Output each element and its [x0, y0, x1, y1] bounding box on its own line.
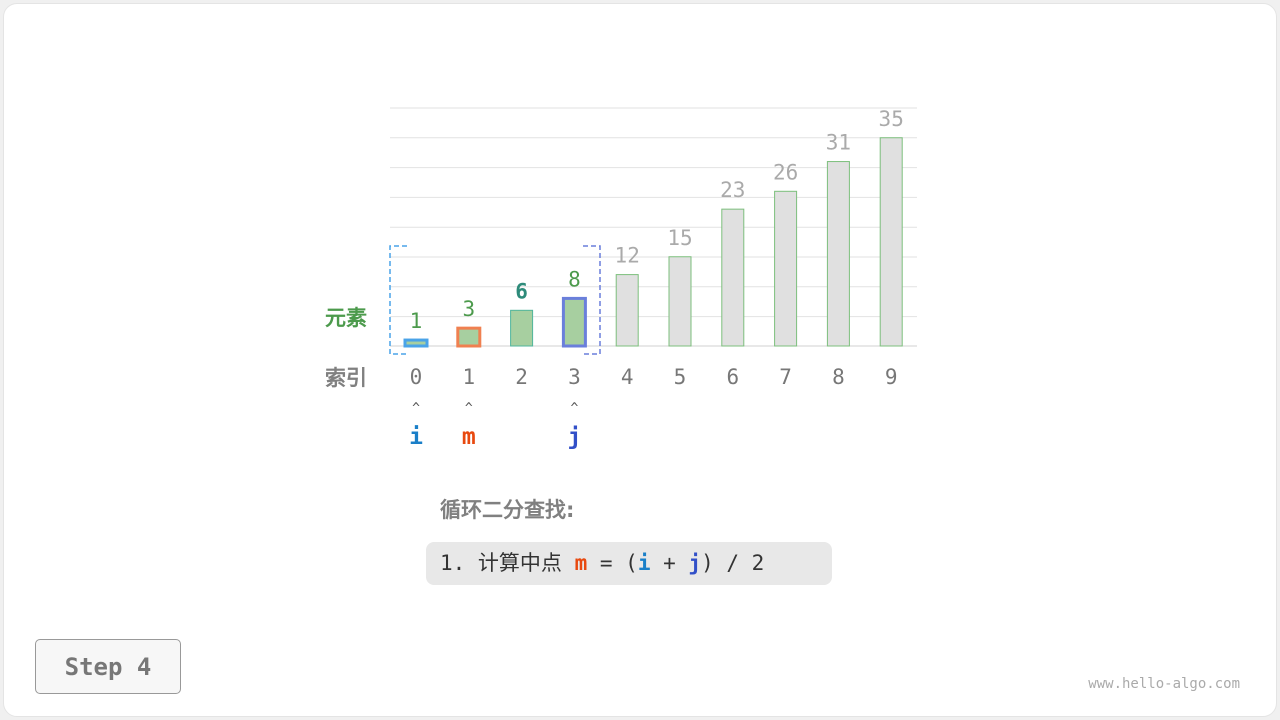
index-tick: 4 [621, 365, 634, 389]
pointer-arrow-icon: ^ [465, 401, 473, 416]
bar [615, 274, 639, 347]
pointer-m: m [462, 424, 476, 450]
value-label: 1 [410, 309, 423, 333]
index-tick: 9 [885, 365, 898, 389]
code-text: = ( [587, 551, 638, 575]
index-tick: 2 [515, 365, 528, 389]
code-i: i [637, 551, 651, 575]
value-label: 15 [667, 226, 692, 250]
index-tick: 6 [726, 365, 739, 389]
code-text: ) / 2 [701, 551, 765, 575]
bar [879, 137, 903, 347]
value-label: 23 [720, 178, 745, 202]
step-description: 1. 计算中点 m = (i + j) / 2 [426, 542, 832, 585]
value-label: 26 [773, 160, 798, 184]
index-tick: 3 [568, 365, 581, 389]
value-label: 8 [568, 267, 581, 291]
index-tick: 7 [779, 365, 792, 389]
elements-label: 元素 [325, 306, 367, 330]
step-button[interactable]: Step 4 [35, 639, 181, 694]
value-label: 12 [615, 244, 640, 268]
bar [561, 296, 587, 348]
index-label: 索引 [325, 366, 367, 390]
code-m: m [574, 551, 588, 575]
value-label: 31 [826, 131, 851, 155]
bar [721, 208, 745, 347]
pointer-arrow-icon: ^ [412, 401, 420, 416]
code-j: j [688, 551, 702, 575]
range-bracket-right [583, 245, 601, 355]
pointer-j: j [567, 424, 581, 450]
bar [510, 309, 534, 347]
index-tick: 0 [410, 365, 423, 389]
bar [668, 256, 692, 347]
bar [774, 190, 798, 347]
pointer-i: i [409, 424, 423, 450]
bar [403, 338, 429, 348]
index-tick: 1 [462, 365, 475, 389]
index-tick: 5 [674, 365, 687, 389]
bar [456, 326, 482, 348]
algorithm-title: 循环二分查找: [440, 498, 575, 522]
value-label: 6 [515, 279, 528, 303]
code-text: + [650, 551, 689, 575]
value-label: 35 [879, 107, 904, 131]
value-label: 3 [462, 297, 475, 321]
code-text: 1. 计算中点 [440, 551, 575, 575]
pointer-arrow-icon: ^ [570, 401, 578, 416]
bar [826, 161, 850, 347]
watermark: www.hello-algo.com [1088, 676, 1240, 692]
canvas [3, 3, 1277, 717]
index-tick: 8 [832, 365, 845, 389]
range-bracket-left [389, 245, 407, 355]
